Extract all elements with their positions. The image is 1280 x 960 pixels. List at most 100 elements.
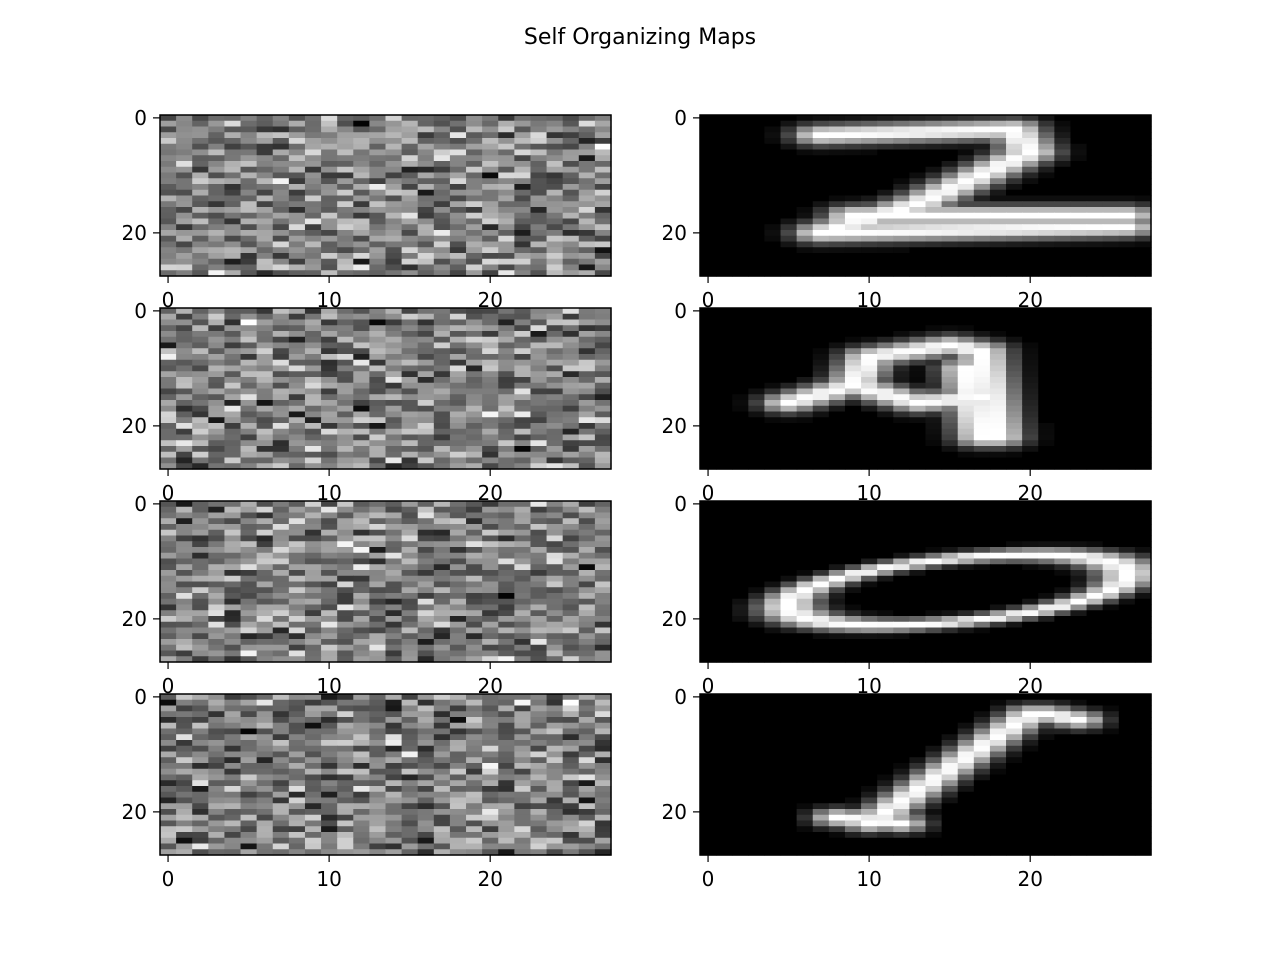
- pixel-cell: [844, 656, 862, 663]
- pixel-cell: [748, 423, 766, 430]
- pixel-cell: [176, 325, 193, 332]
- pixel-cell: [208, 184, 226, 191]
- pixel-cell: [1006, 224, 1023, 231]
- pixel-cell: [1134, 529, 1152, 537]
- pixel-cell: [160, 138, 177, 145]
- pixel-cell: [240, 558, 258, 565]
- pixel-cell: [594, 616, 612, 623]
- pixel-cell: [546, 633, 564, 640]
- pixel-cell: [1070, 172, 1088, 179]
- pixel-cell: [844, 207, 862, 214]
- pixel-cell: [514, 621, 532, 629]
- pixel-cell: [893, 195, 910, 202]
- pixel-cell: [176, 541, 193, 548]
- pixel-cell: [1022, 161, 1039, 168]
- pixel-cell: [288, 722, 306, 730]
- pixel-cell: [989, 621, 1007, 629]
- pixel-cell: [385, 440, 403, 447]
- pixel-cell: [449, 115, 467, 122]
- pixel-cell: [861, 400, 878, 407]
- pixel-cell: [844, 115, 862, 122]
- pixel-cell: [546, 377, 564, 384]
- pixel-cell: [288, 711, 306, 718]
- pixel-cell: [1102, 650, 1120, 657]
- pixel-cell: [909, 405, 927, 413]
- pixel-cell: [530, 218, 548, 225]
- pixel-cell: [925, 149, 943, 156]
- pixel-cell: [844, 212, 862, 220]
- pixel-cell: [401, 371, 419, 378]
- pixel-cell: [256, 564, 274, 571]
- pixel-cell: [1022, 570, 1039, 577]
- pixel-cell: [594, 184, 612, 191]
- y-tick-label: 20: [662, 221, 687, 245]
- pixel-cell: [732, 155, 749, 162]
- pixel-cell: [272, 166, 290, 174]
- pixel-cell: [562, 440, 580, 447]
- pixel-cell: [941, 440, 959, 447]
- pixel-cell: [893, 564, 910, 571]
- pixel-cell: [433, 319, 451, 326]
- pixel-cell: [700, 247, 717, 254]
- pixel-cell: [449, 308, 467, 315]
- pixel-cell: [893, 178, 910, 185]
- pixel-cell: [861, 570, 878, 577]
- pixel-cell: [224, 558, 242, 565]
- pixel-cell: [256, 535, 274, 542]
- pixel-cell: [893, 348, 910, 355]
- pixel-cell: [321, 575, 338, 583]
- pixel-cell: [546, 178, 564, 185]
- pixel-cell: [780, 616, 798, 623]
- pixel-cell: [546, 428, 564, 436]
- pixel-cell: [844, 230, 862, 237]
- pixel-cell: [514, 699, 532, 707]
- pixel-cell: [844, 342, 862, 349]
- pixel-cell: [893, 656, 910, 663]
- pixel-cell: [417, 405, 435, 413]
- pixel-cell: [844, 547, 862, 554]
- pixel-cell: [1038, 342, 1055, 349]
- pixel-cell: [732, 235, 749, 243]
- pixel-cell: [192, 541, 209, 548]
- pixel-cell: [796, 451, 814, 459]
- pixel-cell: [1070, 258, 1088, 266]
- pixel-cell: [796, 189, 814, 197]
- pixel-cell: [1134, 235, 1152, 243]
- pixel-cell: [337, 463, 354, 470]
- pixel-cell: [208, 575, 226, 583]
- pixel-cell: [716, 633, 733, 640]
- pixel-cell: [941, 235, 959, 243]
- pixel-cell: [716, 126, 733, 133]
- pixel-cell: [1022, 354, 1039, 361]
- pixel-cell: [482, 650, 499, 657]
- pixel-cell: [909, 161, 927, 168]
- pixel-cell: [385, 405, 403, 413]
- pixel-cell: [530, 558, 548, 565]
- pixel-cell: [337, 149, 354, 156]
- pixel-cell: [288, 336, 306, 344]
- pixel-cell: [514, 308, 532, 315]
- pixel-cell: [844, 138, 862, 145]
- pixel-cell: [546, 547, 564, 554]
- pixel-cell: [562, 172, 580, 179]
- pixel-cell: [369, 264, 387, 271]
- pixel-cell: [909, 610, 927, 617]
- pixel-cell: [192, 218, 209, 225]
- pixel-cell: [989, 331, 1007, 338]
- pixel-cell: [337, 377, 354, 384]
- pixel-cell: [989, 400, 1007, 407]
- pixel-cell: [288, 621, 306, 629]
- pixel-cell: [1006, 155, 1023, 162]
- pixel-cell: [764, 359, 782, 367]
- pixel-cell: [909, 633, 927, 640]
- pixel-cell: [482, 535, 499, 542]
- pixel-cell: [925, 506, 943, 514]
- pixel-cell: [700, 621, 717, 629]
- pixel-cell: [449, 717, 467, 724]
- pixel-cell: [224, 270, 242, 277]
- pixel-cell: [1006, 241, 1023, 248]
- pixel-cell: [594, 166, 612, 174]
- pixel-cell: [1086, 570, 1104, 577]
- pixel-cell: [957, 313, 975, 321]
- pixel-cell: [877, 325, 894, 332]
